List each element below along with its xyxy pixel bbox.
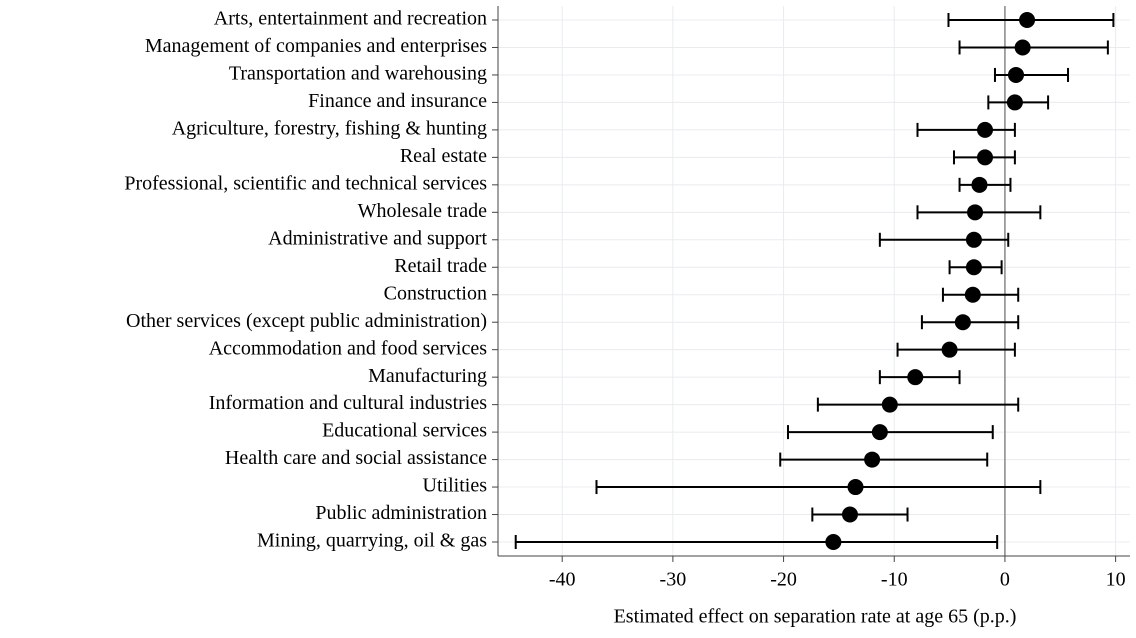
x-tick-label: -20 — [770, 569, 797, 591]
point — [825, 534, 842, 550]
y-tick-label: Other services (except public administra… — [126, 310, 487, 332]
x-axis-label: Estimated effect on separation rate at a… — [614, 606, 1017, 628]
y-tick-label: Manufacturing — [368, 365, 487, 387]
point — [847, 479, 864, 496]
y-tick-label: Accommodation and food services — [209, 337, 487, 359]
point — [967, 204, 984, 221]
y-tick-label: Public administration — [315, 502, 487, 524]
x-tick-label: -40 — [549, 569, 576, 591]
y-tick-label: Retail trade — [394, 255, 487, 277]
point — [971, 176, 988, 193]
y-tick-label: Educational services — [322, 420, 487, 442]
x-tick-label: 10 — [1106, 569, 1126, 591]
point — [864, 451, 881, 468]
point — [941, 341, 958, 358]
y-tick-label: Administrative and support — [268, 227, 487, 249]
point — [1007, 66, 1024, 83]
y-tick-label: Transportation and warehousing — [229, 63, 487, 85]
y-tick-label: Mining, quarrying, oil & gas — [257, 530, 487, 552]
x-tick-label: 0 — [1000, 569, 1010, 591]
y-tick-label: Management of companies and enterprises — [145, 35, 487, 57]
point — [881, 396, 898, 413]
y-tick-label: Professional, scientific and technical s… — [124, 172, 487, 194]
point — [907, 369, 924, 386]
point — [977, 149, 994, 166]
y-tick-label: Health care and social assistance — [225, 447, 487, 469]
y-tick-label: Wholesale trade — [358, 200, 487, 222]
point — [954, 314, 971, 331]
x-tick-label: -10 — [881, 569, 908, 591]
point — [965, 259, 982, 276]
y-tick-label: Information and cultural industries — [209, 392, 487, 414]
y-tick-label: Real estate — [400, 145, 487, 167]
point — [1014, 39, 1031, 56]
point — [1019, 12, 1036, 28]
y-tick-label: Finance and insurance — [308, 90, 487, 112]
point — [841, 506, 858, 523]
point — [977, 121, 994, 138]
point — [1006, 94, 1023, 111]
point — [965, 231, 982, 248]
point — [871, 424, 888, 441]
x-tick-label: -30 — [660, 569, 687, 591]
point — [964, 286, 981, 303]
y-tick-label: Arts, entertainment and recreation — [214, 8, 487, 30]
y-tick-label: Utilities — [423, 475, 488, 497]
y-tick-label: Agriculture, forestry, fishing & hunting — [172, 117, 487, 139]
y-tick-label: Construction — [384, 282, 487, 304]
